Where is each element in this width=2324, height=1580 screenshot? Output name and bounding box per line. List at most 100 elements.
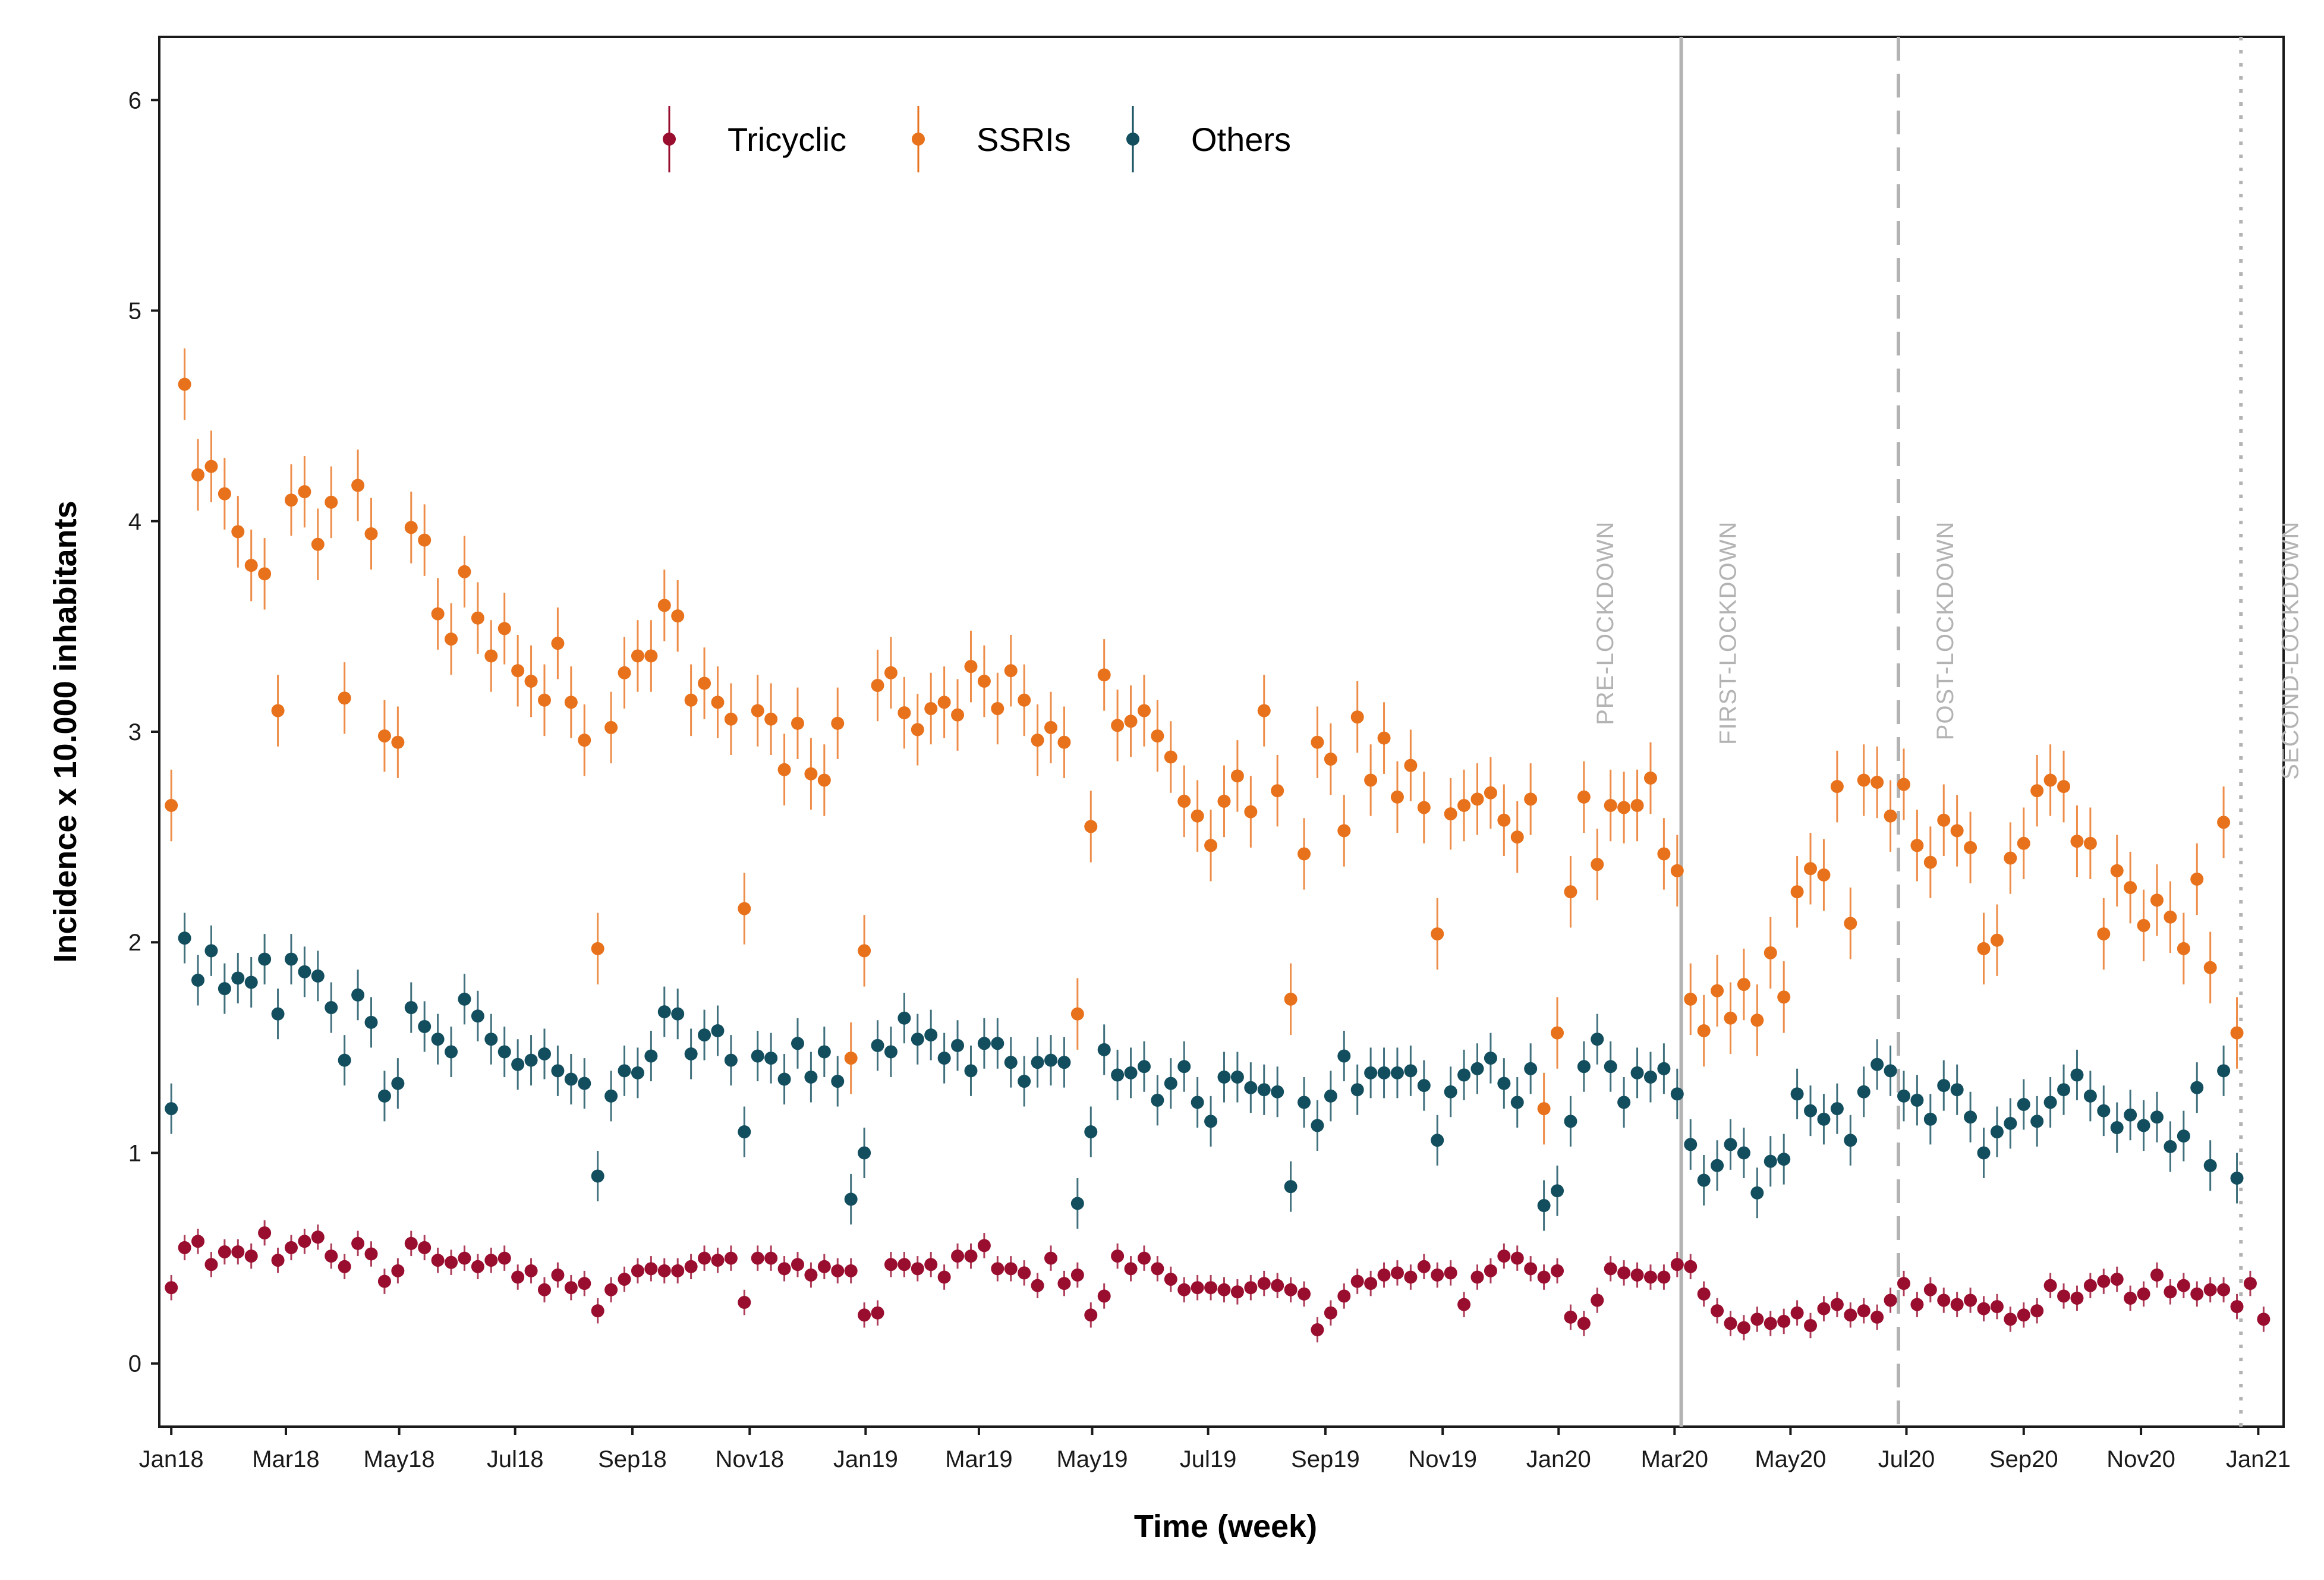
point-others (764, 1052, 778, 1065)
point-tricyclic (524, 1264, 538, 1277)
point-others (1244, 1081, 1258, 1094)
point-tricyclic (2137, 1287, 2150, 1301)
point-tricyclic (1604, 1262, 1617, 1276)
point-ssris (1870, 776, 1884, 789)
point-others (1737, 1146, 1750, 1160)
point-ssris (2070, 835, 2084, 848)
period-label-post-lockdown: POST-LOCKDOWN (1932, 521, 1958, 741)
point-others (418, 1019, 432, 1033)
y-axis: 0 1 2 3 4 5 6 (128, 87, 159, 1377)
plot-panel (158, 36, 2285, 1428)
point-ssris (1524, 792, 1538, 806)
point-tricyclic (1524, 1262, 1538, 1276)
point-ssris (1950, 824, 1964, 838)
point-tricyclic (1164, 1273, 1177, 1286)
point-tricyclic (804, 1268, 818, 1282)
point-others (1670, 1087, 1684, 1101)
point-tricyclic (2017, 1308, 2030, 1322)
point-tricyclic (325, 1249, 338, 1263)
point-ssris (1004, 664, 1018, 678)
point-others (471, 1009, 484, 1023)
point-tricyclic (1790, 1306, 1804, 1320)
point-tricyclic (631, 1264, 644, 1277)
point-tricyclic (1390, 1266, 1404, 1280)
point-tricyclic (1350, 1274, 1364, 1288)
point-ssris (298, 485, 311, 499)
point-others (2043, 1096, 2057, 1109)
point-others (178, 931, 191, 945)
point-ssris (2057, 780, 2071, 794)
period-labels: PRE-LOCKDOWN FIRST-LOCKDOWN POST-LOCKDOWN S… (1592, 521, 2303, 780)
point-tricyclic (1684, 1260, 1698, 1273)
point-ssris (1510, 830, 1524, 844)
point-ssris (1070, 1007, 1084, 1021)
point-tricyclic (1564, 1310, 1577, 1324)
point-tricyclic (1551, 1264, 1564, 1277)
point-others (1044, 1053, 1058, 1067)
point-others (311, 969, 325, 983)
point-tricyclic (1711, 1304, 1724, 1318)
y-tick-label: 2 (128, 930, 141, 956)
point-ssris (844, 1052, 858, 1065)
point-others (1457, 1068, 1471, 1082)
period-label-second-lockdown: SECOND-LOCKDOWN (2278, 521, 2304, 780)
point-ssris (1311, 735, 1324, 749)
point-others (1790, 1087, 1804, 1101)
point-others (1923, 1112, 1937, 1126)
point-ssris (1111, 719, 1125, 732)
point-tricyclic (1657, 1270, 1671, 1284)
point-ssris (777, 763, 791, 776)
point-others (1404, 1064, 1418, 1078)
point-others (1870, 1057, 1884, 1071)
x-tick-label: Jan20 (1526, 1446, 1591, 1472)
point-ssris (618, 666, 631, 679)
point-tricyclic (604, 1283, 618, 1296)
point-tricyclic (1364, 1277, 1378, 1291)
point-tricyclic (884, 1258, 898, 1271)
point-others (1057, 1056, 1071, 1069)
point-others (2097, 1104, 2111, 1118)
point-tricyclic (564, 1281, 578, 1295)
point-tricyclic (1457, 1298, 1471, 1311)
point-tricyclic (2164, 1285, 2177, 1299)
point-others (1284, 1180, 1298, 1194)
point-tricyclic (2083, 1279, 2097, 1292)
point-ssris (1470, 792, 1484, 806)
point-others (1591, 1033, 1604, 1046)
point-ssris (1151, 729, 1164, 743)
point-tricyclic (578, 1277, 591, 1291)
point-others (2083, 1089, 2097, 1103)
point-others (1617, 1096, 1631, 1109)
point-tricyclic (1764, 1317, 1777, 1330)
point-others (618, 1064, 631, 1078)
point-others (1177, 1060, 1191, 1074)
x-tick-label: Jul19 (1180, 1446, 1237, 1472)
point-others (1510, 1096, 1524, 1109)
point-others (1431, 1134, 1444, 1147)
point-ssris (1417, 801, 1431, 814)
point-others (1164, 1077, 1177, 1090)
point-others (404, 1001, 418, 1015)
point-others (991, 1037, 1004, 1050)
point-tricyclic (1617, 1266, 1631, 1280)
point-ssris (1790, 885, 1804, 899)
point-ssris (311, 537, 325, 551)
point-ssris (511, 664, 525, 678)
point-tricyclic (1670, 1258, 1684, 1271)
point-others (1031, 1056, 1044, 1069)
point-ssris (578, 734, 591, 747)
point-tricyclic (2070, 1291, 2084, 1305)
point-others (2177, 1129, 2190, 1143)
point-tricyclic (1591, 1293, 1604, 1307)
point-others (591, 1169, 604, 1183)
point-ssris (1684, 992, 1698, 1006)
point-tricyclic (1177, 1283, 1191, 1296)
legend: Tricyclic SSRIs Others (663, 106, 1291, 172)
point-tricyclic (244, 1249, 258, 1263)
point-tricyclic (1537, 1270, 1551, 1284)
point-ssris (2004, 851, 2017, 865)
point-ssris (1457, 798, 1471, 812)
point-others (871, 1038, 884, 1052)
point-others (738, 1125, 751, 1139)
point-ssris (1591, 858, 1604, 871)
